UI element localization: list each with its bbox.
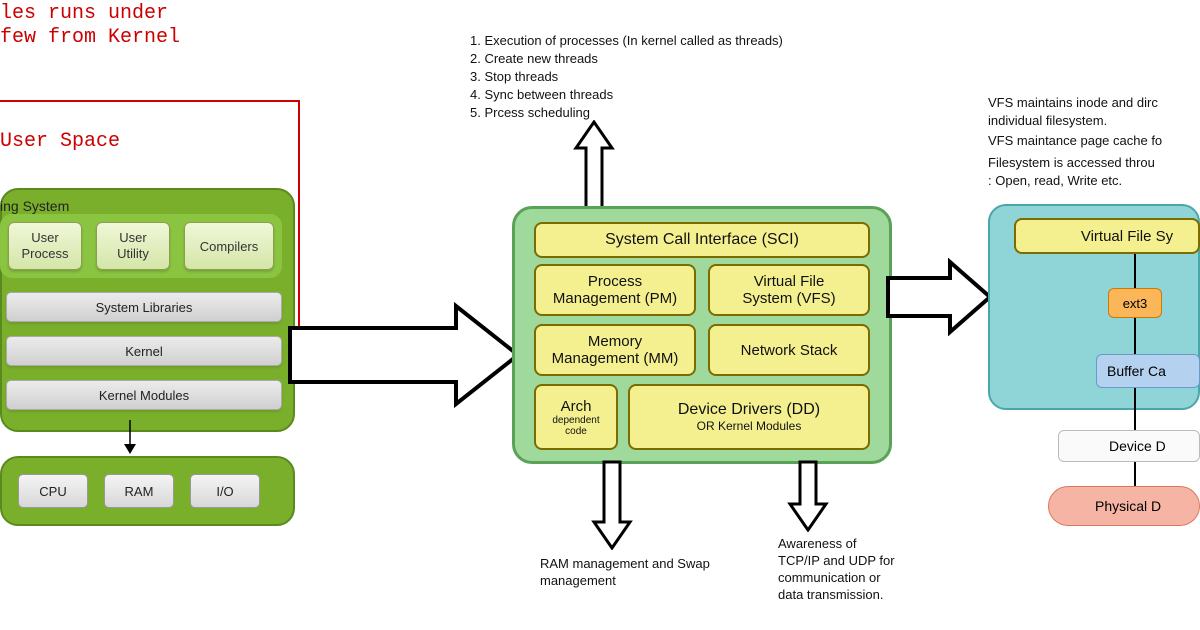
vfs-box: Virtual File System (VFS) xyxy=(708,264,870,316)
rtext-2: individual filesystem. xyxy=(988,112,1107,130)
arch-l1: Arch xyxy=(561,398,592,415)
buffer-cache-box: Buffer Ca xyxy=(1096,354,1200,388)
user-process-box: User Process xyxy=(8,222,82,270)
system-libraries-slab: System Libraries xyxy=(6,292,282,322)
kernel-modules-slab: Kernel Modules xyxy=(6,380,282,410)
header-line-2: few from Kernel xyxy=(0,26,180,49)
ram-box: RAM xyxy=(104,474,174,508)
pm-box: Process Management (PM) xyxy=(534,264,696,316)
rtext-4: Filesystem is accessed throu xyxy=(988,154,1155,172)
os-heading: ing System xyxy=(0,198,69,214)
phys-vline xyxy=(1134,462,1136,486)
io-box: I/O xyxy=(190,474,260,508)
device-driver-box: Device D xyxy=(1058,430,1200,462)
rtext-1: VFS maintains inode and dirc xyxy=(988,94,1158,112)
dd-l1: Device Drivers (DD) xyxy=(678,401,820,419)
big-arrow-right-icon xyxy=(884,258,994,336)
tcp-anno: Awareness of TCP/IP and UDP for communic… xyxy=(778,536,895,604)
down-arrow-icon xyxy=(110,418,150,458)
compilers-box: Compilers xyxy=(184,222,274,270)
list-1: 1. Execution of processes (In kernel cal… xyxy=(470,32,783,50)
pm-line1: Process xyxy=(588,273,642,290)
dev-vline xyxy=(1134,402,1136,432)
down-arrow-net-icon xyxy=(786,460,830,532)
list-3: 3. Stop threads xyxy=(470,68,558,86)
mm-line2: Management (MM) xyxy=(552,350,679,367)
rtext-3: VFS maintance page cache fo xyxy=(988,132,1162,150)
big-arrow-left-icon xyxy=(286,300,526,410)
arch-l3: code xyxy=(565,426,587,437)
vfs-top-box: Virtual File Sy xyxy=(1014,218,1200,254)
dd-l2: OR Kernel Modules xyxy=(697,419,802,433)
rtext-5: : Open, read, Write etc. xyxy=(988,172,1122,190)
list-4: 4. Sync between threads xyxy=(470,86,613,104)
ext3-box: ext3 xyxy=(1108,288,1162,318)
down-arrow-mm-icon xyxy=(590,460,634,550)
user-utility-box: User Utility xyxy=(96,222,170,270)
list-2: 2. Create new threads xyxy=(470,50,598,68)
net-box: Network Stack xyxy=(708,324,870,376)
arch-box: Arch dependent code xyxy=(534,384,618,450)
mm-box: Memory Management (MM) xyxy=(534,324,696,376)
vfs-line2: System (VFS) xyxy=(742,290,835,307)
kernel-slab: Kernel xyxy=(6,336,282,366)
mm-line1: Memory xyxy=(588,333,642,350)
sci-box: System Call Interface (SCI) xyxy=(534,222,870,258)
dd-box: Device Drivers (DD) OR Kernel Modules xyxy=(628,384,870,450)
userspace-label: User Space xyxy=(0,130,120,153)
pm-line2: Management (PM) xyxy=(553,290,677,307)
header-line-1: les runs under xyxy=(0,2,168,25)
cpu-box: CPU xyxy=(18,474,88,508)
arch-l2: dependent xyxy=(552,415,599,426)
vfs-line1: Virtual File xyxy=(754,273,825,290)
physical-disk-box: Physical D xyxy=(1048,486,1200,526)
list-5: 5. Prcess scheduling xyxy=(470,104,590,122)
ram-anno: RAM management and Swap management xyxy=(540,556,710,590)
